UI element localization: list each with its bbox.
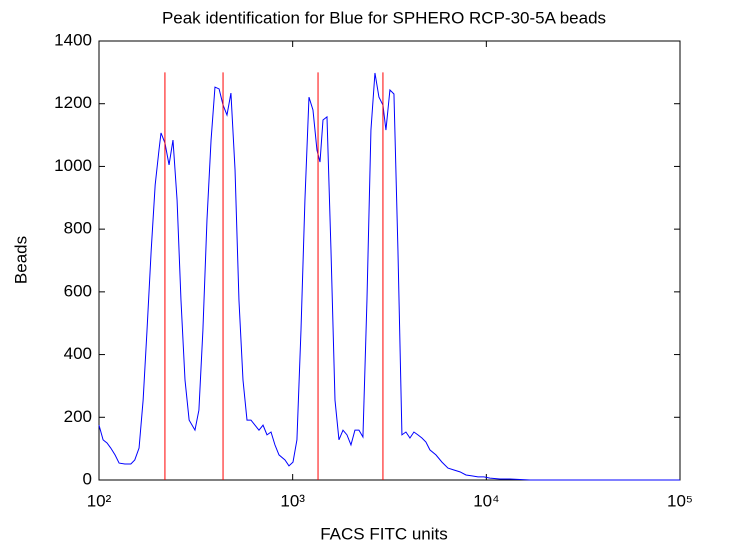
x-tick-label: 10³ (280, 491, 305, 510)
chart-title: Peak identification for Blue for SPHERO … (162, 8, 606, 27)
y-tick-label: 800 (64, 219, 92, 238)
y-tick-label: 600 (64, 281, 92, 300)
y-axis-label: Beads (11, 236, 30, 284)
y-tick-label: 1000 (54, 156, 92, 175)
y-tick-label: 1400 (54, 30, 92, 49)
plot-frame (98, 40, 681, 481)
x-axis-label: FACS FITC units (320, 524, 448, 543)
y-tick-label: 200 (64, 407, 92, 426)
x-tick-label: 10⁵ (667, 491, 693, 510)
x-tick-label: 10⁴ (473, 491, 499, 510)
x-tick-label: 10² (87, 491, 112, 510)
y-tick-label: 400 (64, 344, 92, 363)
y-tick-label: 0 (83, 469, 92, 488)
y-tick-label: 1200 (54, 93, 92, 112)
